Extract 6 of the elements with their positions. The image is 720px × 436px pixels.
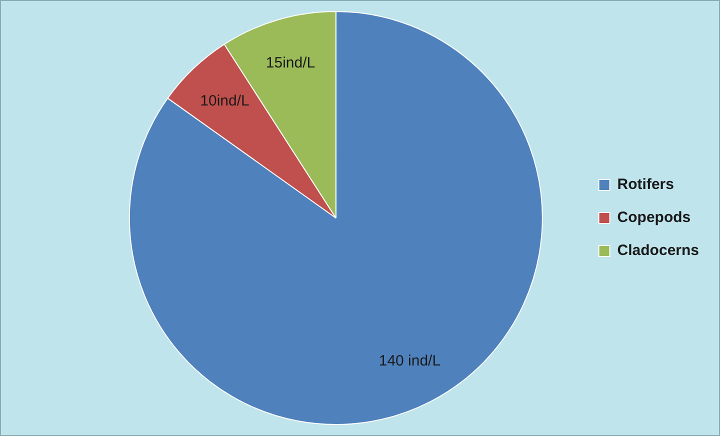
data-label: 10ind/L [200,92,250,110]
data-label: 15ind/L [266,54,316,72]
legend-label: Copepods [617,209,691,226]
legend-label: Cladocerns [617,242,700,260]
legend-label: Rotifers [617,176,674,194]
data-label: 140 ind/L [378,352,441,370]
